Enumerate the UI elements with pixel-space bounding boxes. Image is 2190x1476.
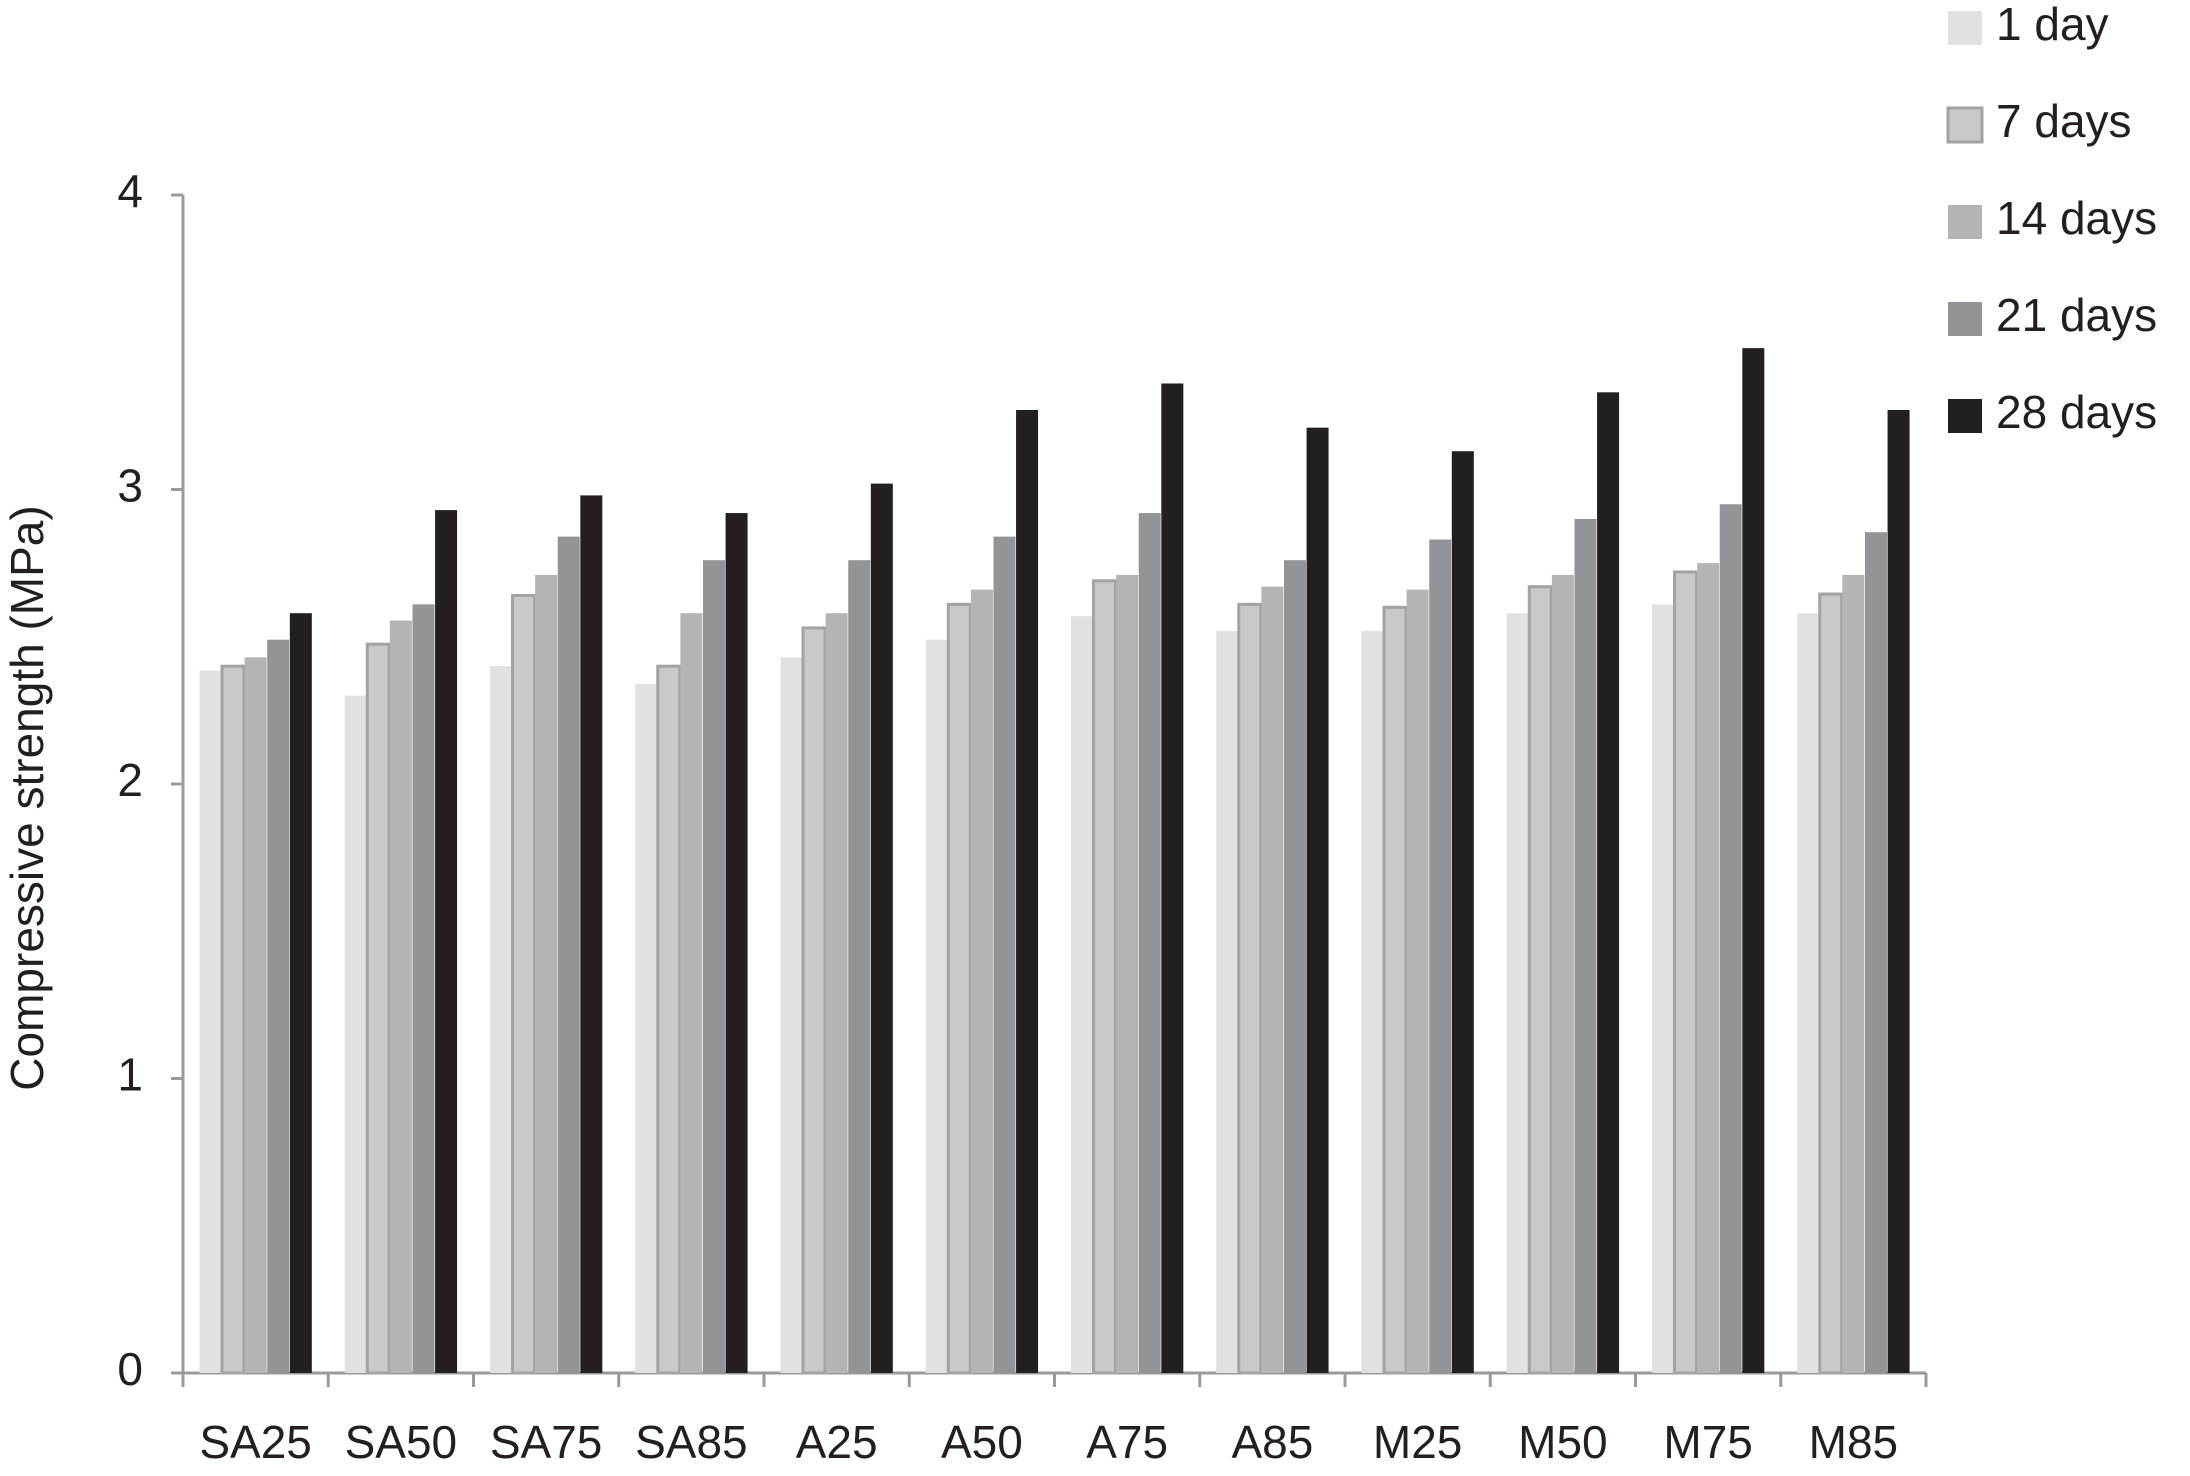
bar <box>1451 451 1474 1374</box>
bar <box>1116 574 1139 1373</box>
bar <box>1506 613 1529 1373</box>
bar <box>389 620 412 1373</box>
bar <box>489 666 512 1373</box>
bar <box>656 664 682 1375</box>
bar <box>1818 592 1844 1375</box>
bar <box>244 657 267 1373</box>
bar <box>1797 613 1820 1373</box>
y-axis-label: Compressive strength (MPa) <box>1 505 53 1090</box>
bar <box>220 664 246 1375</box>
bar <box>1138 513 1161 1373</box>
bar <box>780 657 803 1373</box>
bar <box>1551 574 1574 1373</box>
bar <box>993 536 1016 1373</box>
y-tick-label: 2 <box>117 754 143 806</box>
bar <box>680 613 703 1373</box>
bar <box>1261 586 1284 1373</box>
legend-label: 21 days <box>1996 289 2157 341</box>
bar <box>1070 616 1093 1373</box>
bar <box>580 495 603 1373</box>
bar <box>801 626 827 1375</box>
bar <box>1864 532 1887 1373</box>
legend-swatch <box>1948 205 1982 239</box>
bar <box>1673 570 1699 1375</box>
bar <box>870 483 893 1373</box>
bar <box>511 594 537 1375</box>
bar <box>848 560 871 1373</box>
x-tick-label: M75 <box>1663 1416 1752 1468</box>
x-tick-label: M25 <box>1373 1416 1462 1468</box>
bar <box>970 589 993 1373</box>
bar <box>1216 630 1239 1373</box>
x-tick-label: M50 <box>1518 1416 1607 1468</box>
bar <box>1406 589 1429 1373</box>
bar <box>267 639 290 1373</box>
bar <box>199 670 222 1373</box>
legend-label: 14 days <box>1996 192 2157 244</box>
y-tick-label: 4 <box>117 165 143 217</box>
x-tick-label: A50 <box>941 1416 1023 1468</box>
bar <box>825 613 848 1373</box>
x-tick-label: A85 <box>1231 1416 1313 1468</box>
y-tick-label: 0 <box>117 1343 143 1395</box>
bar <box>1361 630 1384 1373</box>
bar <box>1527 585 1553 1375</box>
y-tick-label: 1 <box>117 1049 143 1101</box>
bar <box>725 513 748 1373</box>
bar <box>1597 392 1620 1373</box>
bar <box>635 683 658 1373</box>
x-tick-label: SA75 <box>490 1416 603 1468</box>
bar <box>535 574 558 1373</box>
y-tick-label: 3 <box>117 460 143 512</box>
bar <box>1382 605 1408 1375</box>
legend-label: 7 days <box>1996 95 2132 147</box>
bar <box>946 602 972 1375</box>
bar <box>412 604 435 1373</box>
bar <box>1574 518 1597 1373</box>
x-tick-label: A75 <box>1086 1416 1168 1468</box>
bar <box>1887 409 1910 1373</box>
bar <box>1161 383 1184 1374</box>
x-tick-label: SA25 <box>199 1416 312 1468</box>
bar <box>289 613 312 1373</box>
bar <box>925 639 948 1373</box>
x-tick-label: SA50 <box>345 1416 458 1468</box>
bar <box>1697 563 1720 1373</box>
legend-swatch <box>1948 302 1982 336</box>
bar <box>1719 504 1742 1374</box>
x-tick-label: SA85 <box>635 1416 748 1468</box>
legend-swatch <box>1948 11 1982 45</box>
bar <box>1651 604 1674 1373</box>
bar <box>1429 539 1452 1373</box>
bar <box>365 642 391 1375</box>
bar <box>1842 574 1865 1373</box>
bar <box>1237 602 1263 1375</box>
legend-label: 28 days <box>1996 386 2157 438</box>
bar <box>702 560 725 1373</box>
x-tick-label: A25 <box>796 1416 878 1468</box>
bar <box>1016 409 1039 1373</box>
bar <box>1306 427 1329 1373</box>
legend-label: 1 day <box>1996 0 2109 50</box>
bar <box>435 510 458 1373</box>
bar <box>1742 348 1765 1373</box>
legend-swatch <box>1946 106 1984 144</box>
bar <box>344 695 367 1373</box>
bar <box>1283 560 1306 1373</box>
bar <box>557 536 580 1373</box>
legend-swatch <box>1948 399 1982 433</box>
x-tick-label: M85 <box>1809 1416 1898 1468</box>
bar <box>1092 579 1118 1375</box>
